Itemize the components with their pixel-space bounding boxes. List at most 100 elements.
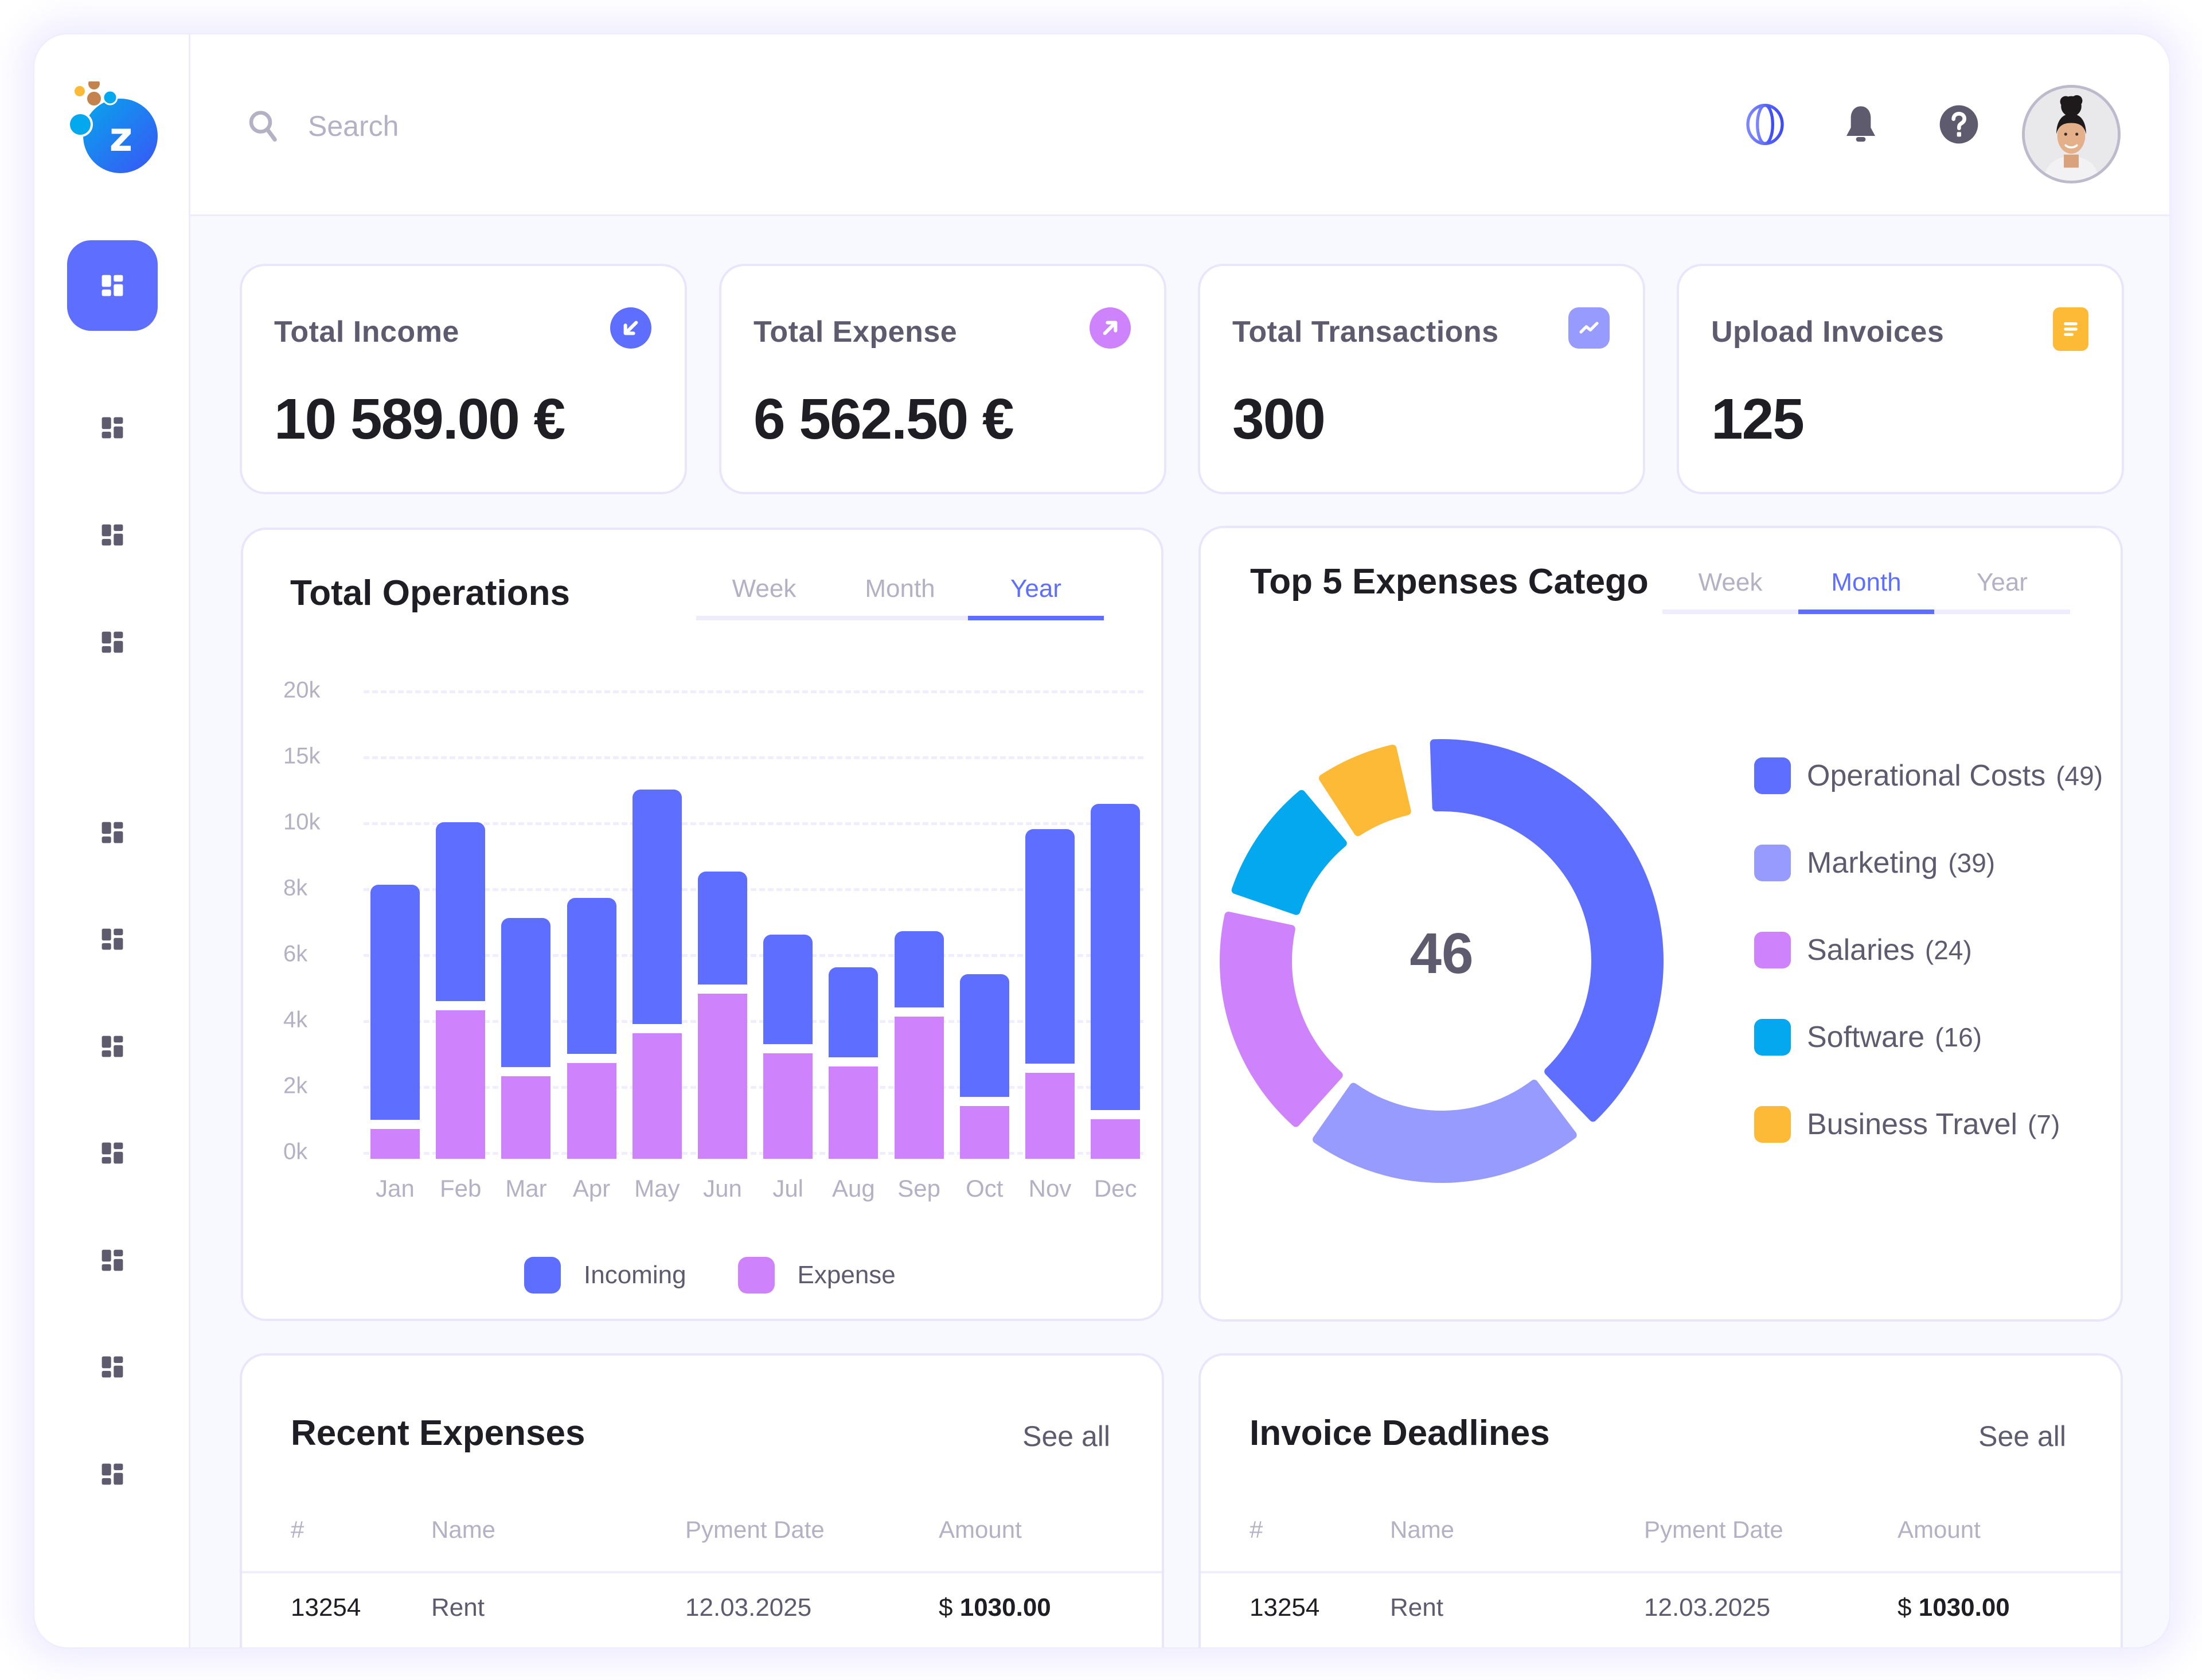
donut-segment-marketing[interactable] [1313, 1080, 1577, 1183]
legend-label: Marketing [1807, 846, 1938, 880]
stat-card-total-income[interactable]: Total Income 10 589.00 € [240, 264, 687, 494]
bar-oct[interactable] [959, 974, 1009, 1159]
legend-label: Expense [797, 1261, 896, 1289]
legend-item-marketing[interactable]: Marketing (39) [1754, 845, 2103, 881]
legend-item-business-travel[interactable]: Business Travel (7) [1754, 1106, 2103, 1143]
x-axis-tick: Nov [1028, 1175, 1072, 1202]
tab-week[interactable]: Week [732, 575, 797, 603]
sidebar-item-item-4[interactable] [67, 597, 158, 687]
legend-item-incoming[interactable]: Incoming [524, 1257, 686, 1294]
dashboard-grid-icon [101, 1249, 123, 1271]
x-axis-tick: Sep [897, 1175, 940, 1202]
tab-week[interactable]: Week [1698, 568, 1763, 596]
donut-segment-business-travel[interactable] [1319, 744, 1411, 837]
language-button[interactable] [1739, 99, 1791, 150]
sidebar-item-dashboard[interactable] [67, 240, 158, 331]
sidebar: z [34, 34, 190, 1647]
legend-item-salaries[interactable]: Salaries (24) [1754, 932, 2103, 968]
y-axis-tick: 10k [283, 809, 321, 835]
bar-sep[interactable] [894, 931, 944, 1159]
dashboard-grid-icon [101, 524, 123, 546]
help-button[interactable] [1933, 99, 1985, 150]
bar-aug[interactable] [829, 967, 879, 1159]
sidebar-item-item-11[interactable] [67, 1429, 158, 1519]
gridline [364, 1152, 1143, 1155]
see-all-link[interactable]: See all [1022, 1420, 1110, 1452]
bar-expense-segment [436, 1010, 486, 1159]
bar-jul[interactable] [763, 934, 813, 1159]
tab-month[interactable]: Month [1798, 568, 1934, 614]
legend-swatch [1754, 932, 1791, 968]
bell-icon [1846, 106, 1875, 142]
column-payment-date: Pyment Date [1644, 1516, 1783, 1543]
bar-incoming-segment [632, 789, 682, 1024]
total-operations-card: Total Operations Week Month Year 0k 2k 4k 6k 8… [241, 528, 1164, 1321]
stat-card-upload-invoices[interactable]: Upload Invoices 125 [1677, 264, 2124, 494]
tab-year[interactable]: Year [968, 575, 1104, 620]
legend-item-operational-costs[interactable]: Operational Costs (49) [1754, 757, 2103, 794]
sidebar-item-item-8[interactable] [67, 1108, 158, 1198]
bar-dec[interactable] [1091, 803, 1141, 1159]
sidebar-item-item-3[interactable] [67, 490, 158, 580]
x-axis-tick: Feb [440, 1175, 482, 1202]
x-axis-tick: Jun [703, 1175, 742, 1202]
table-row[interactable]: 13254 Rent 12.03.2025 $ 1030.00 [242, 1585, 1162, 1647]
sidebar-item-item-6[interactable] [67, 894, 158, 984]
x-axis-tick: Apr [572, 1175, 611, 1202]
stat-card-total-expense[interactable]: Total Expense 6 562.50 € [719, 264, 1166, 494]
gridline [364, 822, 1143, 825]
sidebar-item-item-5[interactable] [67, 787, 158, 878]
x-axis-tick: Oct [966, 1175, 1004, 1202]
bar-expense-segment [632, 1033, 682, 1159]
user-avatar[interactable] [2022, 85, 2121, 183]
app-logo[interactable]: z [68, 78, 161, 173]
bar-may[interactable] [632, 789, 682, 1159]
sidebar-item-item-9[interactable] [67, 1215, 158, 1306]
operations-period-tabs: Week Month Year [696, 575, 1104, 620]
donut-segment-salaries[interactable] [1220, 911, 1343, 1127]
stat-card-total-transactions[interactable]: Total Transactions 300 [1198, 264, 1645, 494]
search-input[interactable] [308, 110, 652, 143]
categories-legend: Operational Costs (49) Marketing (39) Sa… [1754, 757, 2103, 1193]
dashboard-grid-icon [101, 1356, 123, 1378]
legend-label: Salaries [1807, 933, 1915, 967]
gridline [364, 756, 1143, 759]
y-axis-tick: 20k [283, 677, 321, 703]
sidebar-item-item-7[interactable] [67, 1001, 158, 1092]
bar-incoming-segment [436, 822, 486, 1001]
sidebar-item-item-2[interactable] [67, 382, 158, 473]
row-name: Rent [431, 1593, 485, 1622]
bar-jan[interactable] [370, 885, 420, 1159]
legend-count: (16) [1935, 1022, 1982, 1052]
donut-segment-operational-costs[interactable] [1430, 739, 1664, 1122]
table-header: # Name Pyment Date Amount [1201, 1487, 2121, 1573]
notifications-button[interactable] [1835, 99, 1887, 150]
bar-expense-segment [959, 1105, 1009, 1159]
sidebar-item-item-10[interactable] [67, 1322, 158, 1412]
legend-count: (7) [2028, 1109, 2060, 1139]
donut-segment-software[interactable] [1231, 790, 1347, 915]
bar-incoming-segment [829, 967, 879, 1057]
tab-year[interactable]: Year [1977, 568, 2028, 596]
bar-nov[interactable] [1025, 829, 1075, 1159]
see-all-link[interactable]: See all [1978, 1420, 2066, 1452]
legend-item-expense[interactable]: Expense [737, 1257, 896, 1294]
legend-swatch [1754, 757, 1791, 794]
bar-mar[interactable] [501, 917, 551, 1159]
column-id: # [1250, 1516, 1263, 1543]
search-bar[interactable] [245, 103, 652, 149]
bar-feb[interactable] [436, 822, 486, 1159]
table-row[interactable]: 13254 Rent 12.03.2025 $ 1030.00 [1201, 1585, 2121, 1647]
bar-expense-segment [501, 1076, 551, 1159]
y-axis-tick: 15k [283, 743, 321, 769]
bar-apr[interactable] [567, 898, 616, 1159]
bar-incoming-segment [763, 934, 813, 1044]
legend-item-software[interactable]: Software (16) [1754, 1019, 2103, 1056]
search-icon [249, 111, 277, 142]
bar-incoming-segment [894, 931, 944, 1008]
row-date: 12.03.2025 [1644, 1593, 1771, 1622]
bar-incoming-segment [1091, 803, 1141, 1110]
tab-month[interactable]: Month [865, 575, 935, 603]
column-id: # [291, 1516, 304, 1543]
bar-jun[interactable] [698, 872, 747, 1159]
